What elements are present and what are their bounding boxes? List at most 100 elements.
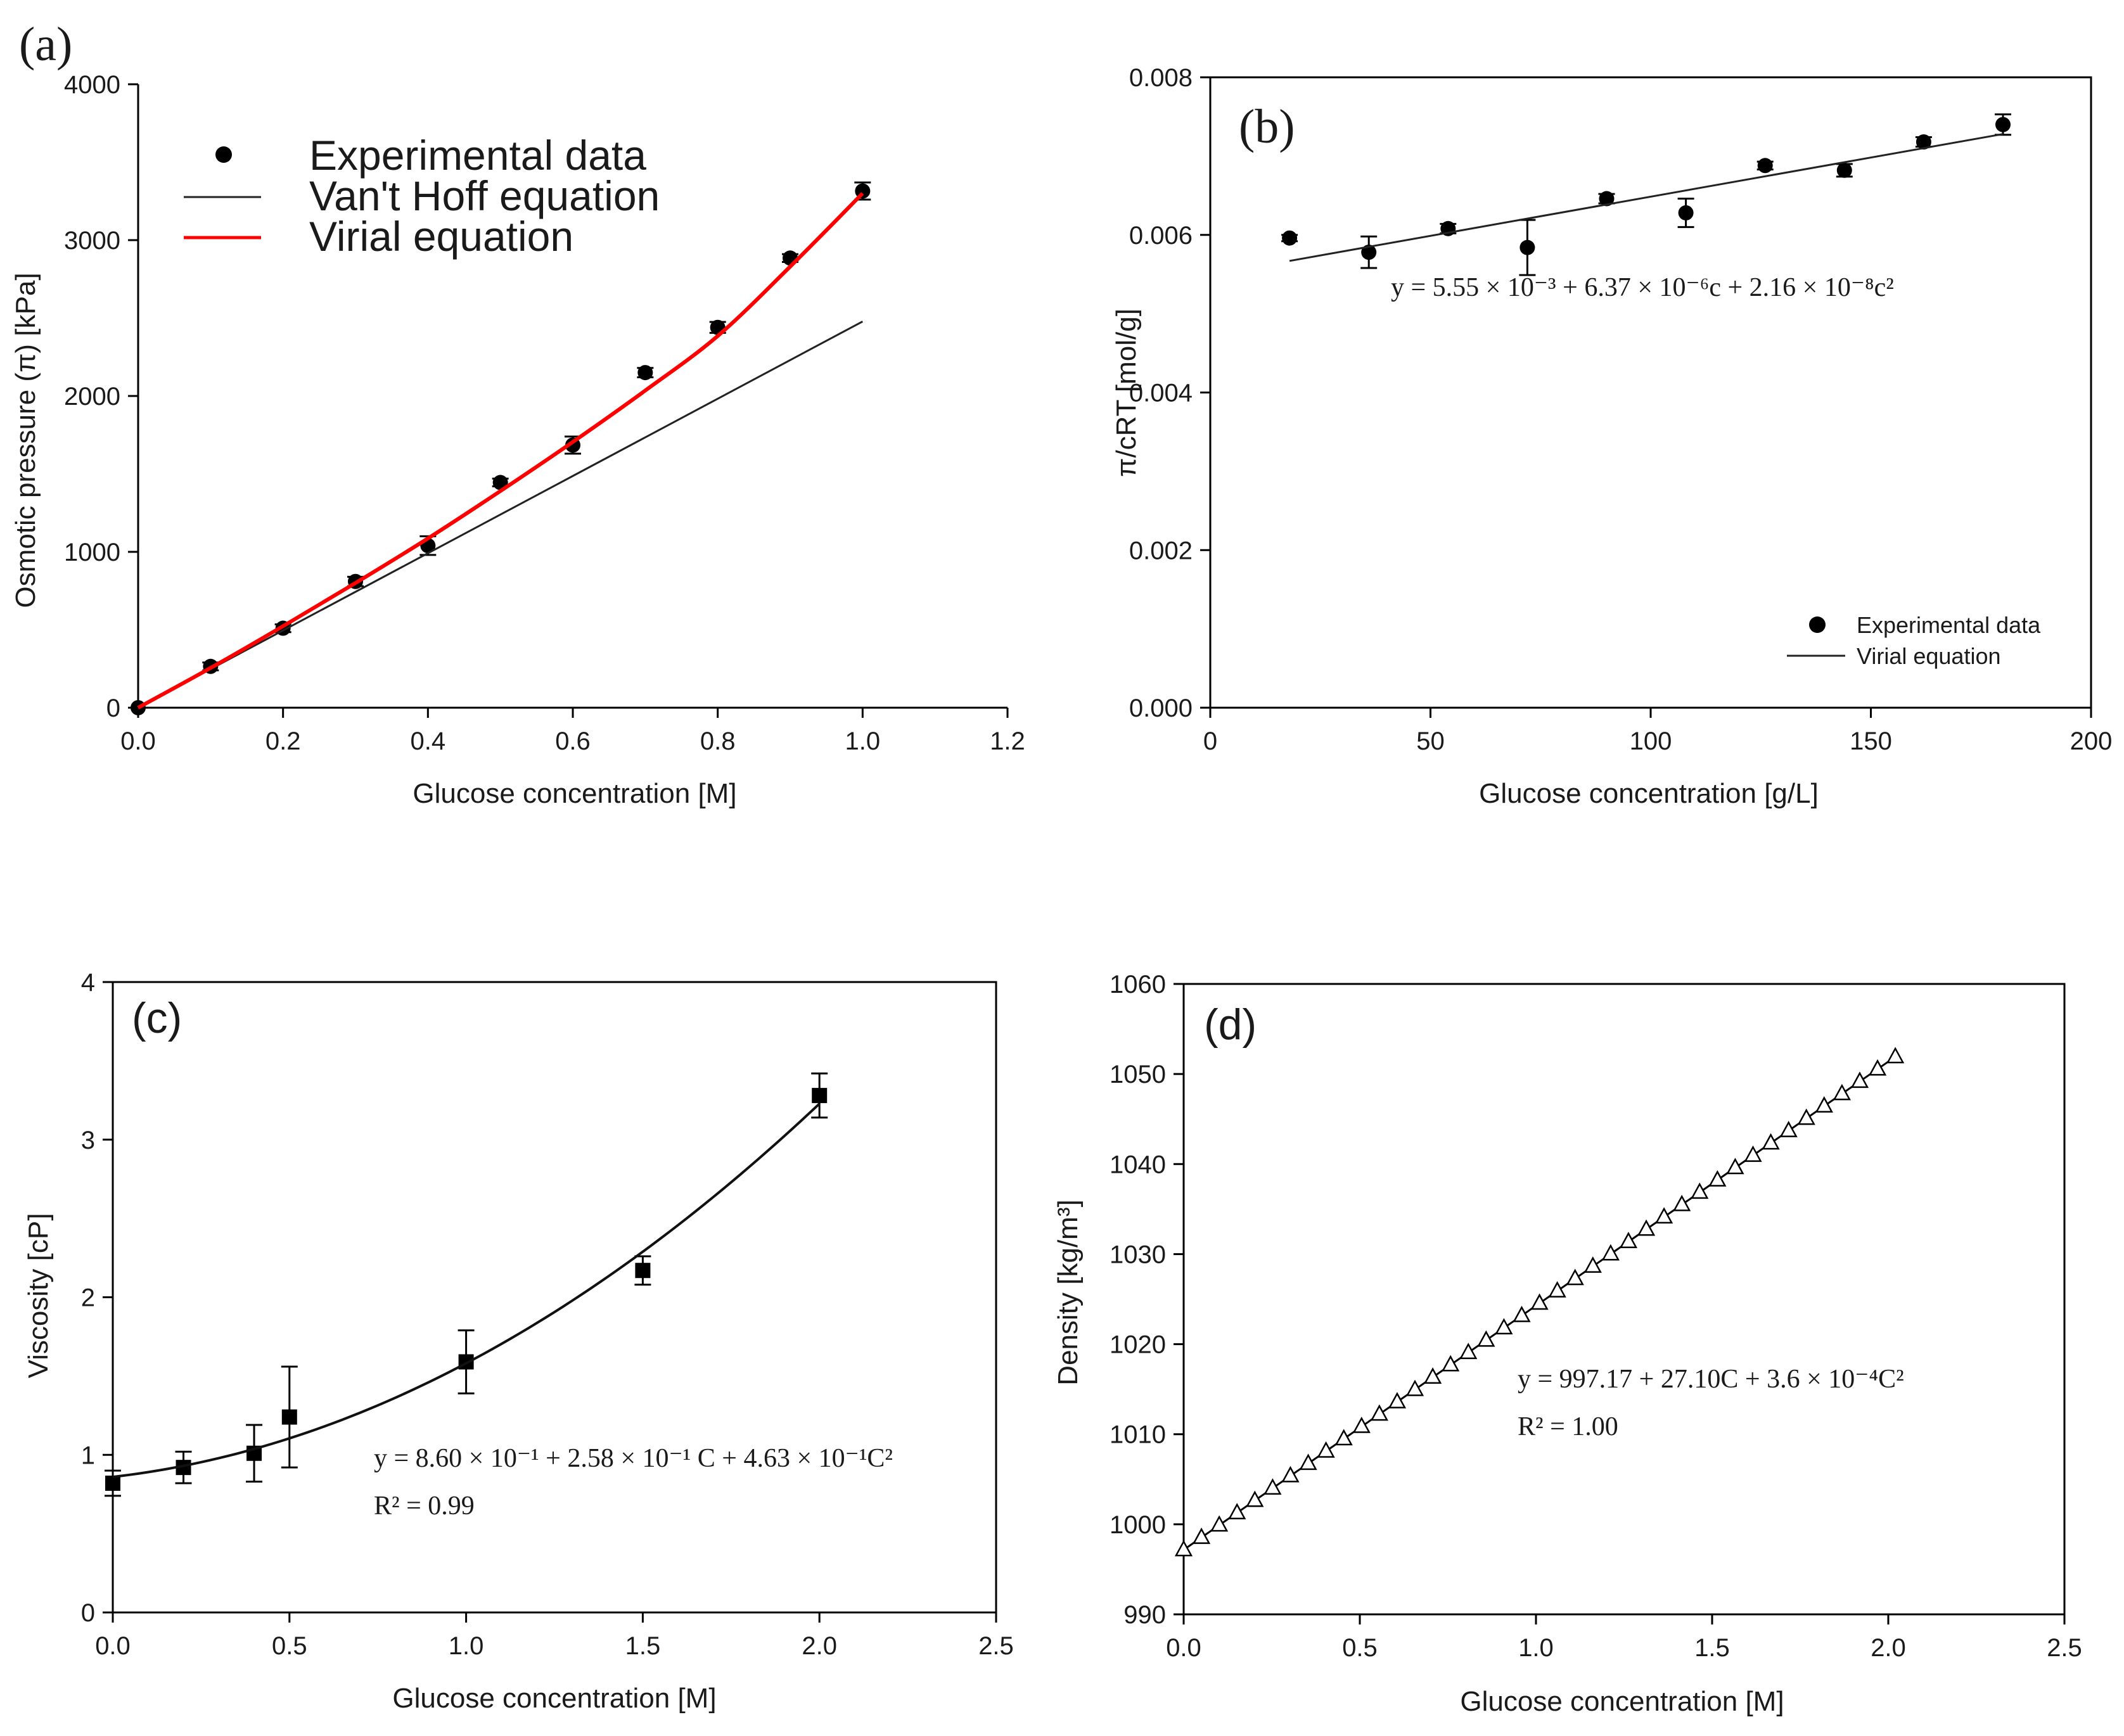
panel-d-density: (d) Glucose concentration [M] Density [k…	[1052, 971, 2082, 1717]
x-tick-label: 0.0	[1166, 1634, 1201, 1662]
y-tick-label: 0.008	[1129, 64, 1193, 92]
data-point-triangle	[1655, 1207, 1673, 1224]
x-tick-label: 1.0	[1518, 1634, 1554, 1662]
data-point	[281, 1409, 297, 1425]
panel-c-xlabel: Glucose concentration [M]	[392, 1683, 716, 1714]
y-tick-label: 1020	[1110, 1331, 1166, 1359]
x-tick-label: 50	[1416, 727, 1445, 755]
panel-c-equation: y = 8.60 × 10⁻¹ + 2.58 × 10⁻¹ C + 4.63 ×…	[374, 1444, 893, 1473]
data-point-triangle	[1317, 1441, 1335, 1458]
data-point-triangle	[1281, 1465, 1300, 1483]
y-tick-label: 0.000	[1129, 694, 1193, 722]
y-tick-label: 0.004	[1129, 380, 1193, 407]
data-point-triangle	[1619, 1232, 1638, 1249]
panel-a-label: (a)	[19, 18, 72, 71]
x-tick-label: 0.5	[1342, 1634, 1378, 1662]
x-tick-label: 2.0	[1871, 1634, 1906, 1662]
panel-b-legend: Experimental data Virial equation	[1787, 612, 2041, 669]
data-point-triangle	[1388, 1392, 1407, 1408]
panel-b-ylabel: π/cRT [mol/g]	[1111, 309, 1142, 477]
data-point	[1916, 134, 1931, 150]
data-point-triangle	[1548, 1280, 1566, 1298]
data-point	[812, 1088, 828, 1104]
data-point-triangle	[1691, 1182, 1709, 1199]
data-point-triangle	[1228, 1503, 1246, 1519]
x-tick-label: 0.6	[555, 727, 591, 755]
data-point-triangle	[1442, 1355, 1460, 1372]
data-point-triangle	[1334, 1429, 1353, 1446]
data-point-triangle	[1726, 1158, 1744, 1175]
data-point	[1282, 230, 1298, 246]
panel-d-ylabel: Density [kg/m³]	[1052, 1199, 1084, 1385]
data-point-triangle	[1264, 1478, 1282, 1495]
panel-b-equation: y = 5.55 × 10⁻³ + 6.37 × 10⁻⁶c + 2.16 × …	[1391, 273, 1894, 302]
data-point-triangle	[1370, 1404, 1388, 1421]
x-tick-label: 0.2	[266, 727, 301, 755]
data-point-triangle	[1815, 1096, 1833, 1113]
panel-a-osmotic-pressure: (a) Glucose concentration [M] Osmotic pr…	[10, 18, 1025, 809]
x-tick-label: 1.0	[449, 1632, 484, 1660]
legend-marker-experimental	[215, 146, 232, 163]
y-tick-label: 0	[81, 1599, 95, 1627]
y-tick-label: 0.002	[1129, 537, 1193, 565]
data-point-triangle	[1299, 1453, 1317, 1471]
data-point-triangle	[1583, 1256, 1602, 1273]
y-tick-label: 1030	[1110, 1241, 1166, 1268]
x-tick-label: 2.0	[802, 1632, 837, 1660]
data-point-triangle	[1886, 1047, 1905, 1064]
panel-d-equation: y = 997.17 + 27.10C + 3.6 × 10⁻⁴C²	[1518, 1365, 1904, 1394]
panel-c-label: (c)	[132, 994, 182, 1042]
data-point-triangle	[1192, 1528, 1211, 1544]
data-point-triangle	[1530, 1293, 1549, 1310]
data-point	[1995, 117, 2011, 132]
data-point	[1599, 191, 1615, 207]
series-curve	[137, 192, 864, 710]
y-tick-label: 3000	[64, 227, 120, 255]
data-point	[637, 365, 653, 381]
y-tick-label: 0.006	[1129, 222, 1193, 250]
panel-c-viscosity: (c) Glucose concentration [M] Viscosity …	[23, 969, 1014, 1714]
data-point-triangle	[1210, 1515, 1229, 1532]
x-tick-label: 1.5	[1694, 1634, 1730, 1662]
y-tick-label: 1050	[1110, 1061, 1166, 1088]
data-point-triangle	[1495, 1318, 1513, 1335]
panel-d-label: (d)	[1204, 1000, 1257, 1049]
data-point-triangle	[1477, 1330, 1495, 1347]
x-tick-label: 0.4	[411, 727, 446, 755]
x-tick-label: 200	[2070, 727, 2113, 755]
y-tick-label: 1060	[1110, 971, 1166, 999]
data-point	[1757, 158, 1773, 174]
series-line	[138, 321, 864, 709]
data-point-triangle	[1762, 1133, 1780, 1150]
x-tick-label: 150	[1850, 727, 1892, 755]
x-tick-label: 0.0	[95, 1632, 131, 1660]
legend-label-experimental-b: Experimental data	[1857, 612, 2041, 638]
data-point-triangle	[1868, 1059, 1887, 1076]
y-tick-label: 2000	[64, 383, 120, 411]
data-point-triangle	[1405, 1379, 1424, 1396]
fit-curve	[112, 1102, 821, 1479]
data-point	[1519, 239, 1535, 255]
x-tick-label: 1.2	[990, 727, 1025, 755]
x-tick-label: 100	[1630, 727, 1672, 755]
y-tick-label: 3	[81, 1126, 95, 1154]
data-point-triangle	[1566, 1268, 1584, 1286]
legend-label-vanthoff: Van't Hoff equation	[309, 172, 660, 219]
panel-b-virial-fit: (b) Glucose concentration [g/L] π/cRT [m…	[1111, 64, 2112, 809]
x-tick-label: 1.5	[625, 1632, 661, 1660]
y-tick-label: 2	[81, 1284, 95, 1312]
data-point-triangle	[1850, 1071, 1869, 1088]
data-point-triangle	[1459, 1343, 1478, 1360]
y-tick-label: 990	[1123, 1601, 1166, 1629]
x-tick-label: 0.5	[272, 1632, 307, 1660]
series-line	[1289, 133, 2004, 262]
data-point	[1678, 205, 1694, 220]
y-tick-label: 4	[81, 969, 95, 997]
legend-marker-experimental-b	[1809, 616, 1826, 633]
data-point-triangle	[1174, 1540, 1193, 1557]
data-point-triangle	[1744, 1145, 1762, 1162]
data-point-triangle	[1423, 1367, 1442, 1384]
panel-d-r2: R² = 1.00	[1518, 1412, 1618, 1441]
legend-label-virial-b: Virial equation	[1857, 643, 2001, 669]
